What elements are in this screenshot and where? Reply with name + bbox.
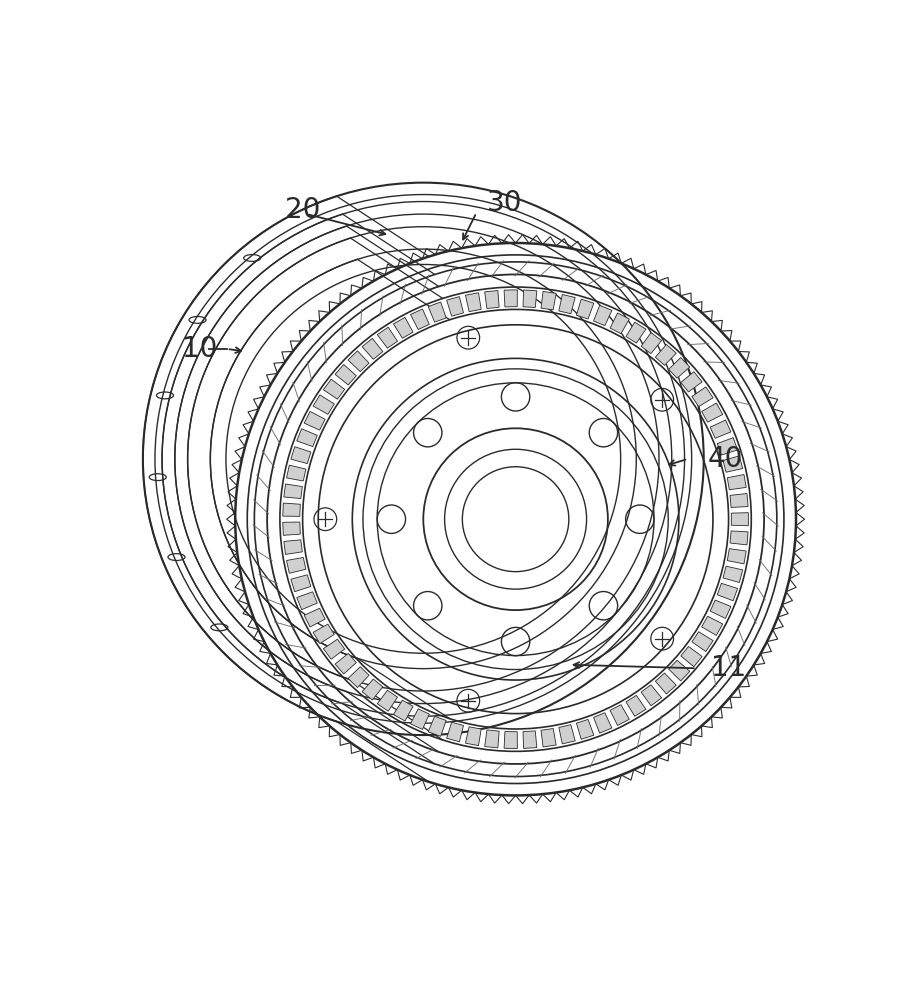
Polygon shape: [692, 387, 714, 407]
Polygon shape: [717, 583, 737, 601]
Polygon shape: [304, 608, 325, 627]
Polygon shape: [655, 344, 676, 365]
Polygon shape: [727, 549, 747, 564]
Polygon shape: [710, 420, 731, 438]
Text: 30: 30: [487, 189, 523, 217]
Polygon shape: [710, 600, 731, 618]
Polygon shape: [723, 456, 743, 472]
Polygon shape: [323, 379, 344, 399]
Polygon shape: [394, 317, 413, 338]
Polygon shape: [447, 297, 463, 316]
Polygon shape: [348, 667, 369, 688]
Polygon shape: [576, 719, 594, 739]
Polygon shape: [377, 327, 398, 348]
Polygon shape: [669, 357, 690, 378]
Polygon shape: [485, 730, 499, 748]
Polygon shape: [377, 690, 398, 711]
Polygon shape: [284, 540, 302, 554]
Polygon shape: [465, 727, 481, 746]
Polygon shape: [723, 566, 743, 583]
Text: 10: 10: [182, 335, 217, 363]
Polygon shape: [559, 295, 575, 314]
Polygon shape: [291, 447, 311, 464]
Polygon shape: [287, 465, 306, 481]
Polygon shape: [394, 700, 413, 721]
Polygon shape: [594, 713, 612, 733]
Polygon shape: [730, 531, 748, 545]
Polygon shape: [362, 338, 383, 359]
Polygon shape: [410, 709, 430, 729]
Polygon shape: [297, 592, 317, 610]
Polygon shape: [362, 679, 383, 700]
Polygon shape: [681, 646, 703, 667]
Polygon shape: [313, 624, 334, 644]
Polygon shape: [323, 639, 344, 659]
Polygon shape: [297, 429, 317, 447]
Polygon shape: [410, 309, 430, 330]
Polygon shape: [523, 290, 537, 308]
Text: 40: 40: [707, 445, 743, 473]
Polygon shape: [485, 291, 499, 309]
Polygon shape: [304, 411, 325, 430]
Polygon shape: [541, 729, 556, 747]
Polygon shape: [287, 557, 306, 573]
Polygon shape: [559, 725, 575, 744]
Polygon shape: [313, 395, 334, 414]
Polygon shape: [429, 716, 446, 736]
Polygon shape: [731, 513, 748, 526]
Polygon shape: [283, 522, 300, 535]
Polygon shape: [447, 722, 463, 742]
Polygon shape: [284, 484, 302, 499]
Polygon shape: [702, 403, 723, 422]
Polygon shape: [681, 372, 703, 392]
Polygon shape: [429, 302, 446, 322]
Polygon shape: [504, 732, 518, 749]
Polygon shape: [335, 364, 356, 385]
Polygon shape: [727, 475, 747, 490]
Polygon shape: [504, 290, 518, 307]
Polygon shape: [655, 673, 676, 694]
Polygon shape: [702, 616, 723, 635]
Polygon shape: [523, 731, 537, 748]
Polygon shape: [348, 351, 369, 372]
Polygon shape: [610, 313, 629, 334]
Polygon shape: [465, 293, 481, 312]
Polygon shape: [335, 653, 356, 674]
Polygon shape: [610, 705, 629, 725]
Polygon shape: [692, 632, 714, 652]
Polygon shape: [717, 438, 737, 455]
Polygon shape: [669, 660, 690, 681]
Polygon shape: [626, 322, 646, 343]
Polygon shape: [291, 575, 311, 592]
Text: 11: 11: [711, 654, 746, 682]
Polygon shape: [641, 333, 661, 354]
Polygon shape: [626, 695, 646, 716]
Polygon shape: [641, 685, 661, 706]
Text: 20: 20: [285, 196, 321, 224]
Polygon shape: [541, 291, 556, 310]
Polygon shape: [594, 305, 612, 326]
Polygon shape: [283, 503, 300, 516]
Polygon shape: [576, 299, 594, 319]
Polygon shape: [730, 494, 748, 507]
